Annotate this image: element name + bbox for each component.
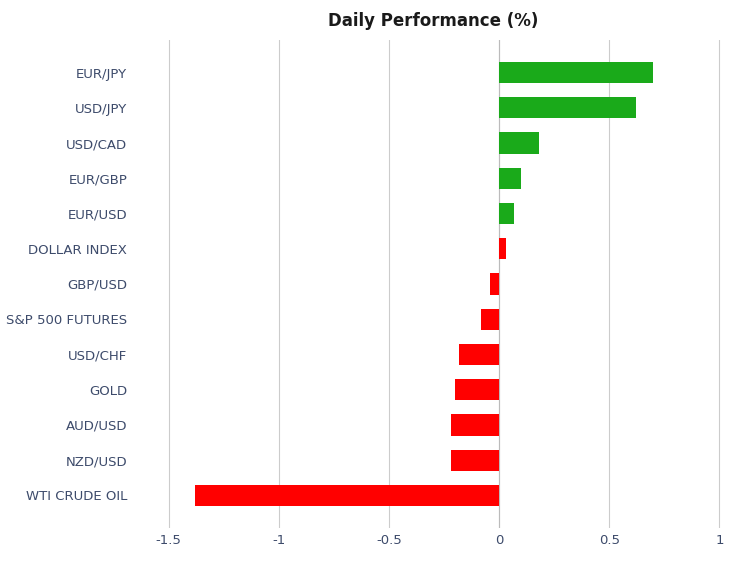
Bar [499,168,521,189]
Bar [195,485,499,506]
Bar [490,273,499,295]
Bar [499,97,636,118]
Bar [499,62,654,83]
Bar [450,415,499,436]
Bar [459,344,499,365]
Bar [450,450,499,471]
Bar [481,308,499,330]
Title: Daily Performance (%): Daily Performance (%) [328,12,538,30]
Bar [499,132,538,153]
Bar [499,203,514,224]
Bar [499,238,506,260]
Bar [455,379,499,400]
